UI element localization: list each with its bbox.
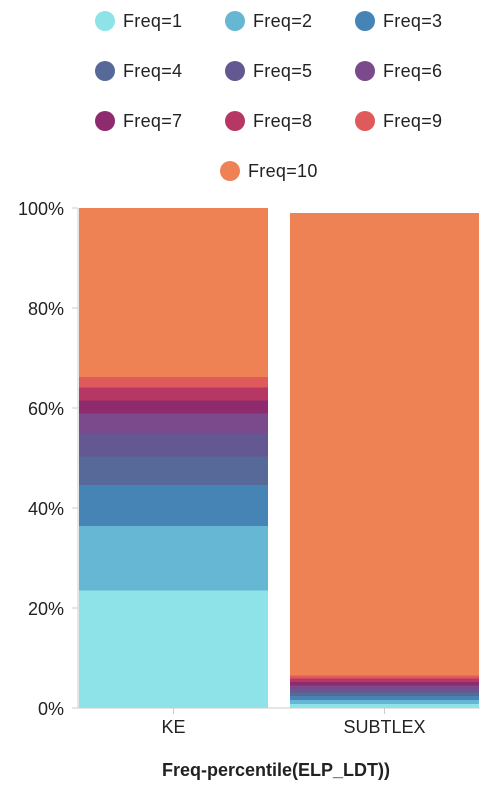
- y-tick-label: 100%: [18, 199, 64, 219]
- legend-swatch: [95, 11, 115, 31]
- legend-swatch: [95, 111, 115, 131]
- bar-segment-subtlex-freq-6: [290, 685, 479, 689]
- legend-item: Freq=6: [355, 59, 442, 83]
- legend-item: Freq=5: [225, 59, 312, 83]
- legend-label: Freq=1: [123, 10, 183, 31]
- legend-label: Freq=5: [253, 60, 313, 81]
- bar-segment-ke-freq-4: [79, 456, 268, 485]
- x-tick-label: KE: [161, 717, 185, 737]
- bar-segment-ke-freq-6: [79, 413, 268, 434]
- legend-item: Freq=7: [95, 109, 182, 133]
- legend-swatch: [355, 61, 375, 81]
- legend-label: Freq=3: [383, 10, 443, 31]
- bar-segment-subtlex-freq-5: [290, 689, 479, 693]
- legend-item: Freq=2: [225, 9, 312, 33]
- y-tick-label: 20%: [28, 599, 64, 619]
- bar-segment-ke-freq-8: [79, 387, 268, 401]
- legend-label: Freq=4: [123, 60, 183, 81]
- x-tick-label: SUBTLEX: [343, 717, 425, 737]
- bar-segment-subtlex-freq-10: [290, 213, 479, 676]
- legend-label: Freq=8: [253, 110, 313, 131]
- bar-segment-subtlex-freq-9: [290, 675, 479, 679]
- legend-item: Freq=8: [225, 109, 312, 133]
- bar-segment-subtlex-freq-1: [290, 704, 479, 708]
- legend-swatch: [220, 161, 240, 181]
- bar-segment-ke-freq-10: [79, 208, 268, 377]
- legend-label: Freq=10: [248, 160, 318, 181]
- bar-segment-ke-freq-2: [79, 526, 268, 591]
- bar-segment-ke-freq-5: [79, 433, 268, 457]
- legend-item: Freq=10: [220, 159, 318, 183]
- legend-label: Freq=7: [123, 110, 183, 131]
- legend-item: Freq=4: [95, 59, 182, 83]
- bar-segment-ke-freq-7: [79, 400, 268, 414]
- legend-swatch: [355, 111, 375, 131]
- y-tick-label: 0%: [38, 699, 64, 719]
- bar-segment-subtlex-freq-4: [290, 692, 479, 696]
- legend-swatch: [225, 111, 245, 131]
- y-tick-label: 40%: [28, 499, 64, 519]
- legend-swatch: [225, 11, 245, 31]
- legend-swatch: [225, 61, 245, 81]
- legend-item: Freq=3: [355, 9, 442, 33]
- legend-swatch: [95, 61, 115, 81]
- legend: Freq=1 Freq=2 Freq=3 Freq=4 Freq=5 Freq=6 Freq…: [0, 0, 502, 200]
- bar-segment-subtlex-freq-8: [290, 678, 479, 682]
- y-tick-label: 60%: [28, 399, 64, 419]
- legend-swatch: [355, 11, 375, 31]
- legend-item: Freq=9: [355, 109, 442, 133]
- legend-item: Freq=1: [95, 9, 182, 33]
- legend-label: Freq=9: [383, 110, 443, 131]
- bar-segment-subtlex-freq-2: [290, 700, 479, 704]
- legend-label: Freq=6: [383, 60, 443, 81]
- legend-label: Freq=2: [253, 10, 313, 31]
- bar-segment-subtlex-freq-3: [290, 696, 479, 700]
- y-tick-label: 80%: [28, 299, 64, 319]
- bar-segment-ke-freq-1: [79, 590, 268, 708]
- x-axis-title: Freq-percentile(ELP_LDT)): [161, 760, 391, 780]
- bar-segment-subtlex-freq-7: [290, 682, 479, 686]
- bar-segment-ke-freq-9: [79, 377, 268, 388]
- bar-segment-ke-freq-3: [79, 485, 268, 526]
